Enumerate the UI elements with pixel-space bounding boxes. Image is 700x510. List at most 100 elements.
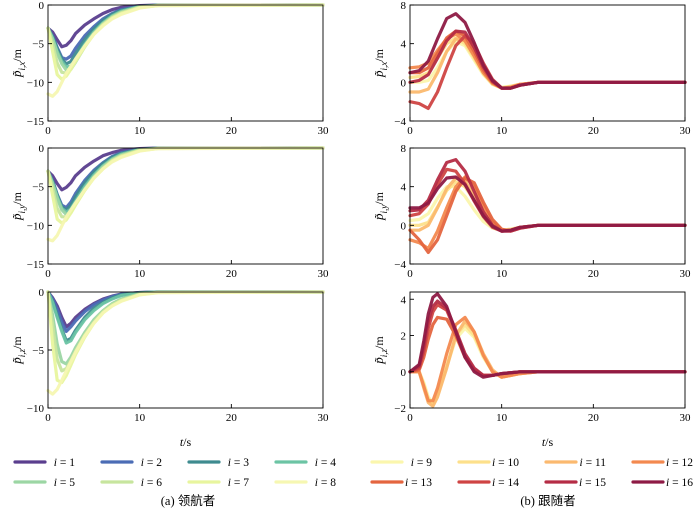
axes-frame xyxy=(409,147,686,265)
x-tick-label: 10 xyxy=(134,268,146,280)
x-tick-label: 30 xyxy=(318,268,330,280)
y-tick-label: 0 xyxy=(39,287,45,299)
axes-frame xyxy=(409,291,686,409)
x-tick-label: 30 xyxy=(318,412,330,424)
y-tick-label: −5 xyxy=(32,39,44,51)
x-tick-label: 0 xyxy=(45,268,51,280)
y-tick-label: 4 xyxy=(401,39,407,51)
x-tick-label: 20 xyxy=(226,125,238,137)
y-tick-label: 0 xyxy=(401,77,407,89)
legend-item: i = 4 xyxy=(274,457,336,469)
x-tick-label: 30 xyxy=(680,268,692,280)
x-tick-label: 20 xyxy=(226,268,238,280)
legend-label: i = 13 xyxy=(405,477,432,489)
y-tick-label: −15 xyxy=(27,259,45,271)
x-tick-label: 20 xyxy=(588,412,600,424)
series-line-8 xyxy=(46,3,325,98)
chart-panels: 0−5−10−150 10 20 30p̃i,x/m0−5−10−150 10 20 30p… xyxy=(9,0,691,449)
legend-item: i = 16 xyxy=(631,477,693,489)
axes-frame xyxy=(409,4,686,122)
chart-panel-5: 840−40 10 20 30p̃i,y/m xyxy=(371,143,691,280)
y-tick-label: −15 xyxy=(27,116,45,128)
x-tick-label: 10 xyxy=(134,125,146,137)
x-axis-label: t/s xyxy=(180,435,192,449)
y-tick-label: 4 xyxy=(401,294,407,306)
y-tick-label: −10 xyxy=(27,77,45,89)
chart-panel-2: 0−5−10−150 10 20 30p̃i,y/m xyxy=(9,143,329,280)
x-tick-label: 20 xyxy=(226,412,238,424)
x-tick-label: 0 xyxy=(407,125,413,137)
x-tick-label: 10 xyxy=(496,412,508,424)
series-line-4 xyxy=(408,315,687,403)
caption-leaders: (a) 领航者 xyxy=(161,493,216,508)
series-line-1 xyxy=(408,185,687,232)
x-tick-label: 10 xyxy=(496,125,508,137)
chart-panel-1: 0−5−10−150 10 20 30p̃i,x/m xyxy=(9,0,329,137)
legend-leaders: i = 1 i = 2 i = 3 i = 4 i = 5 i = 6 i = 7 i = 8 xyxy=(13,457,336,489)
y-tick-label: 0 xyxy=(401,367,407,379)
x-tick-label: 10 xyxy=(496,268,508,280)
caption-followers: (b) 跟随者 xyxy=(520,493,575,508)
y-tick-label: 0 xyxy=(401,220,407,232)
y-axis-label: p̃i,y/m xyxy=(9,191,27,221)
x-tick-label: 0 xyxy=(45,125,51,137)
legend-item: i = 7 xyxy=(187,477,249,489)
legend-item: i = 5 xyxy=(13,477,75,489)
series-line-3 xyxy=(408,37,687,94)
legend-item: i = 13 xyxy=(370,477,432,489)
chart-panel-6: 420−20 10 20 30p̃i,z/mt/s xyxy=(371,291,691,449)
y-axis-label: p̃i,x/m xyxy=(371,48,389,78)
axes-frame xyxy=(47,4,324,122)
series-line-4 xyxy=(46,3,325,69)
y-tick-label: 0 xyxy=(39,0,45,12)
legend-item: i = 2 xyxy=(100,457,162,469)
legend-label: i = 8 xyxy=(315,477,336,489)
y-axis-label: p̃i,y/m xyxy=(371,191,389,221)
y-tick-label: −5 xyxy=(32,182,44,194)
x-tick-label: 0 xyxy=(45,412,51,424)
legend-label: i = 7 xyxy=(228,477,249,489)
x-axis-label: t/s xyxy=(542,435,554,449)
y-tick-label: 4 xyxy=(401,182,407,194)
legend-label: i = 5 xyxy=(54,477,75,489)
legend-item: i = 11 xyxy=(544,457,606,469)
y-tick-label: −5 xyxy=(32,345,44,357)
y-axis-label: p̃i,z/m xyxy=(371,336,389,365)
y-axis-label: p̃i,z/m xyxy=(9,336,27,365)
y-tick-label: −10 xyxy=(27,220,45,232)
axes-frame xyxy=(47,147,324,265)
legend-label: i = 3 xyxy=(228,457,249,469)
y-tick-label: 8 xyxy=(401,143,407,155)
legend-item: i = 8 xyxy=(274,477,336,489)
legend-label: i = 15 xyxy=(579,477,606,489)
y-axis-label: p̃i,x/m xyxy=(9,48,27,78)
series-line-4 xyxy=(46,290,325,345)
series-line-8 xyxy=(408,292,687,379)
legend-label: i = 10 xyxy=(492,457,519,469)
legend-item: i = 10 xyxy=(457,457,519,469)
legend-followers: i = 9 i = 10 i = 11 i = 12 i = 13 i = 14 i = 1… xyxy=(370,457,693,489)
legend-item: i = 6 xyxy=(100,477,162,489)
legend-label: i = 4 xyxy=(315,457,336,469)
legend-label: i = 2 xyxy=(141,457,162,469)
legend-label: i = 11 xyxy=(579,457,606,469)
x-tick-label: 30 xyxy=(680,125,692,137)
series-line-1 xyxy=(408,40,687,89)
x-tick-label: 0 xyxy=(407,412,413,424)
y-tick-label: 8 xyxy=(401,0,407,12)
chart-panel-3: 0−5−100 10 20 30p̃i,z/mt/s xyxy=(9,287,329,449)
y-tick-label: −2 xyxy=(394,403,406,415)
legend-item: i = 1 xyxy=(13,457,75,469)
series-line-8 xyxy=(46,290,325,396)
legend-item: i = 9 xyxy=(370,457,432,469)
y-tick-label: −4 xyxy=(394,116,406,128)
x-tick-label: 0 xyxy=(407,268,413,280)
y-tick-label: 0 xyxy=(39,143,45,155)
y-tick-label: −4 xyxy=(394,259,406,271)
legend-label: i = 12 xyxy=(666,457,693,469)
chart-panel-4: 840−40 10 20 30p̃i,x/m xyxy=(371,0,691,137)
series-line-8 xyxy=(46,146,325,243)
y-tick-label: −10 xyxy=(27,403,45,415)
legend-label: i = 6 xyxy=(141,477,162,489)
